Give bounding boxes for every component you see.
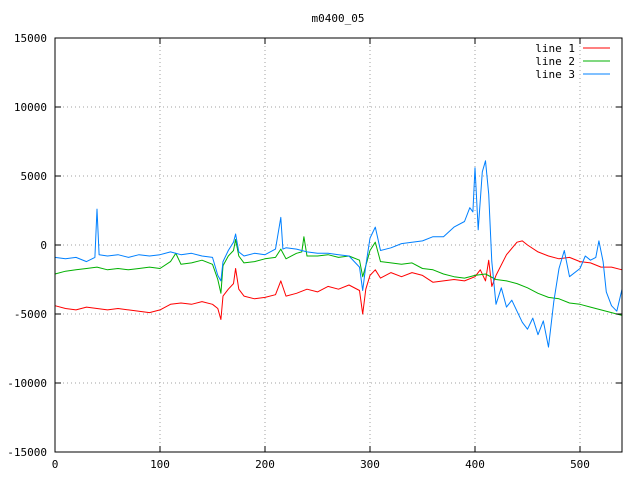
legend-label-1: line 1 (535, 42, 575, 55)
series-line-1 (54, 240, 623, 320)
x-tick-label: 200 (255, 458, 275, 471)
y-tick-label: -15000 (7, 446, 47, 459)
x-tick-label: 500 (570, 458, 590, 471)
series-line-2 (54, 236, 623, 316)
y-tick-label: 15000 (14, 32, 47, 45)
x-tick-label: 300 (360, 458, 380, 471)
y-tick-label: -10000 (7, 377, 47, 390)
legend-label-2: line 2 (535, 55, 575, 68)
series-lines (54, 160, 623, 348)
y-tick-label: -5000 (14, 308, 47, 321)
y-tick-label: 0 (40, 239, 47, 252)
legend-label-3: line 3 (535, 68, 575, 81)
series-line-3 (54, 160, 623, 348)
axis-ticks (54, 37, 622, 453)
grid-lines (55, 38, 622, 452)
y-tick-labels: -15000 -10000 -5000 0 5000 10000 15000 (7, 32, 47, 459)
y-tick-label: 5000 (21, 170, 48, 183)
x-tick-labels: 0 100 200 300 400 500 (52, 458, 590, 471)
x-tick-label: 0 (52, 458, 59, 471)
chart-title: m0400_05 (312, 12, 365, 25)
x-tick-label: 400 (465, 458, 485, 471)
y-tick-label: 10000 (14, 101, 47, 114)
plot-frame (54, 37, 623, 453)
x-tick-label: 100 (150, 458, 170, 471)
